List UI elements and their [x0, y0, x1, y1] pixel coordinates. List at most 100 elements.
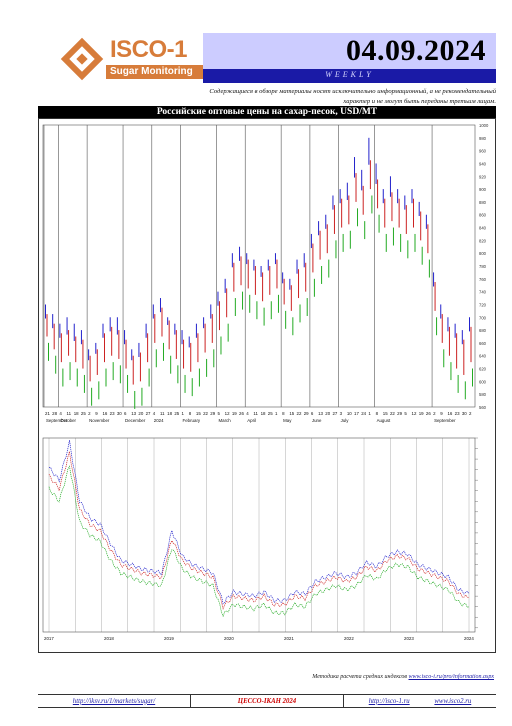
x-tick-label: 25 [81, 411, 86, 416]
x-tick-label: 22 [390, 411, 395, 416]
x-tick-label: 2 [433, 411, 436, 416]
y-tick-label: 660 [479, 341, 487, 346]
x-tick-label: 18 [167, 411, 172, 416]
month-label: March [218, 418, 231, 423]
month-label: February [183, 418, 201, 423]
x-tick-label: 5 [404, 411, 407, 416]
weekly-price-chart: 1000980960940920900880860840820800780760… [42, 123, 489, 423]
x-tick-label: 29 [210, 411, 215, 416]
x-tick-label: 12 [412, 411, 417, 416]
x-tick-label: 12 [225, 411, 230, 416]
x-tick-label: 8 [282, 411, 285, 416]
x-tick-label: 2023 [404, 636, 414, 641]
x-tick-label: 29 [397, 411, 402, 416]
x-tick-label: 22 [203, 411, 208, 416]
y-tick-label: 640 [479, 354, 487, 359]
x-tick-label: 10 [347, 411, 352, 416]
footer-link-markets[interactable]: http://iksv.ru/1/markets/sugar/ [72, 697, 156, 705]
x-tick-label: 26 [426, 411, 431, 416]
month-label: September [46, 418, 68, 423]
x-tick-label: 24 [361, 411, 366, 416]
methodology-note: Методика расчета средних индексов www.is… [250, 674, 494, 680]
footer-bar: http://iksv.ru/1/markets/sugar/ ЦЕССО-IК… [38, 694, 496, 708]
month-label: July [341, 418, 350, 423]
y-tick-label: 860 [479, 213, 487, 218]
x-tick-label: 11 [253, 411, 258, 416]
x-tick-label: 15 [383, 411, 388, 416]
avg-price-line [48, 451, 470, 610]
x-tick-label: 2020 [224, 636, 234, 641]
x-tick-label: 16 [102, 411, 107, 416]
x-tick-label: 4 [246, 411, 249, 416]
x-tick-label: 22 [297, 411, 302, 416]
y-tick-label: 920 [479, 174, 487, 179]
x-tick-label: 27 [332, 411, 337, 416]
x-tick-label: 27 [146, 411, 151, 416]
plot-area [42, 124, 476, 408]
x-tick-label: 2021 [284, 636, 294, 641]
y-tick-label: 840 [479, 226, 487, 231]
month-label: December [125, 418, 146, 423]
x-tick-label: 1 [368, 411, 371, 416]
x-tick-label: 6 [311, 411, 314, 416]
x-tick-label: 11 [160, 411, 165, 416]
x-tick-label: 20 [138, 411, 143, 416]
x-tick-label: 25 [174, 411, 179, 416]
x-tick-label: 13 [318, 411, 323, 416]
x-tick-label: 2019 [164, 636, 174, 641]
y-tick-label: 820 [479, 238, 487, 243]
y-tick-label: 580 [479, 392, 487, 397]
x-tick-label: 15 [196, 411, 201, 416]
methodology-link[interactable]: www.isco-i.ru/pro/information.aspx [408, 674, 494, 680]
x-tick-label: 19 [419, 411, 424, 416]
methodology-text: Методика расчета средних индексов [312, 674, 407, 680]
x-tick-label: 21 [45, 411, 50, 416]
y-tick-label: 800 [479, 251, 487, 256]
y-tick-label: 780 [479, 264, 487, 269]
x-tick-label: 2018 [104, 636, 114, 641]
high-price-line [49, 440, 470, 605]
plot-area [42, 437, 476, 633]
month-label: September [434, 418, 456, 423]
chart-title: Российские оптовые цены на сахар-песок, … [156, 107, 378, 117]
y-tick-label: 600 [479, 379, 487, 384]
logo-diamond-icon [58, 34, 203, 84]
x-tick-label: 6 [124, 411, 127, 416]
x-tick-label: 26 [239, 411, 244, 416]
x-tick-label: 18 [74, 411, 79, 416]
y-tick-label: 740 [479, 290, 487, 295]
title-bar: Российские оптовые цены на сахар-песок, … [38, 106, 496, 118]
x-tick-label: 25 [268, 411, 273, 416]
y-tick-label: 680 [479, 328, 487, 333]
month-label: August [377, 418, 391, 423]
x-tick-label: 9 [440, 411, 443, 416]
x-tick-label: 15 [289, 411, 294, 416]
x-tick-label: 2 [88, 411, 91, 416]
x-tick-label: 13 [131, 411, 136, 416]
y-tick-label: 960 [479, 149, 487, 154]
x-tick-label: 4 [59, 411, 62, 416]
x-tick-label: 4 [153, 411, 156, 416]
x-tick-label: 2 [469, 411, 472, 416]
month-label: April [247, 418, 256, 423]
y-tick-label: 760 [479, 277, 487, 282]
y-tick-label: 880 [479, 200, 487, 205]
y-tick-label: 560 [479, 405, 487, 410]
x-tick-label: 18 [261, 411, 266, 416]
x-tick-label: 17 [354, 411, 359, 416]
y-tick-label: 620 [479, 367, 487, 372]
month-label: November [89, 418, 110, 423]
x-tick-label: 2024 [464, 636, 474, 641]
footer-link-isco1[interactable]: http://isco-1.ru [368, 697, 410, 705]
date-header: 04.09.2024 [203, 33, 496, 69]
report-date: 04.09.2024 [346, 34, 486, 67]
x-tick-label: 2017 [44, 636, 54, 641]
y-tick-label: 980 [479, 136, 487, 141]
footer-link-isco2[interactable]: www.isco2.ru [434, 697, 472, 705]
x-tick-label: 1 [182, 411, 185, 416]
longterm-price-chart: 2017 2018 2019 2020 2021 2022 2023 2024 [42, 437, 478, 641]
logo-sub-text: Sugar Monitoring [110, 66, 193, 77]
month-label: May [283, 418, 292, 423]
x-tick-label: 20 [325, 411, 330, 416]
x-tick-label: 19 [232, 411, 237, 416]
